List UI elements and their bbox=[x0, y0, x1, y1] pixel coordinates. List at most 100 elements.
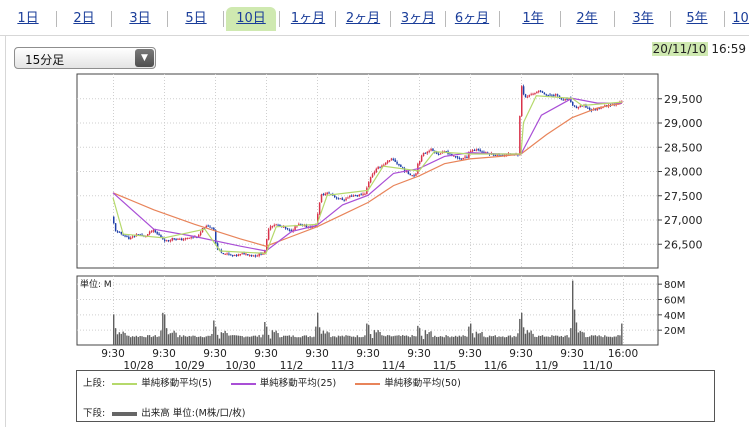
volume-bar bbox=[390, 336, 393, 345]
volume-bar bbox=[192, 335, 194, 345]
volume-bar bbox=[148, 335, 151, 345]
volume-bar bbox=[292, 335, 294, 345]
candle-body bbox=[290, 230, 293, 232]
volume-bar bbox=[573, 309, 576, 345]
volume-bar bbox=[407, 336, 410, 345]
tab-separator bbox=[335, 11, 336, 27]
volume-bar bbox=[135, 335, 138, 345]
volume-bar bbox=[547, 336, 549, 345]
volume-bar bbox=[249, 336, 251, 345]
tab-13[interactable]: 5年 bbox=[686, 11, 708, 26]
tab-4[interactable]: 5日 bbox=[185, 11, 207, 26]
candle-body bbox=[530, 94, 532, 96]
interval-select[interactable]: 15分足 ▼ bbox=[14, 47, 156, 69]
candle-body bbox=[256, 255, 259, 257]
candle-body bbox=[286, 228, 289, 230]
tab-6[interactable]: 1ヶ月 bbox=[290, 11, 326, 26]
tab-10[interactable]: 1年 bbox=[522, 11, 544, 26]
volume-bar bbox=[322, 330, 325, 345]
candle-body bbox=[411, 175, 413, 177]
candle-body bbox=[237, 254, 240, 256]
candle-body bbox=[224, 253, 226, 255]
volume-bar bbox=[443, 337, 445, 345]
candle-body bbox=[326, 192, 328, 195]
candle-body bbox=[373, 172, 376, 174]
legend-upper-row: 上段: 単純移動平均(5) 単純移動平均(25) 単純移動平均(50) bbox=[83, 375, 473, 389]
x-date-label: 11/3 bbox=[331, 360, 355, 372]
candle-body bbox=[345, 198, 347, 201]
candle-body bbox=[116, 231, 119, 233]
candle-body bbox=[415, 173, 417, 176]
x-time-label: 9:30 bbox=[356, 348, 380, 360]
volume-bar bbox=[606, 336, 608, 345]
x-date-label: 11/4 bbox=[382, 360, 406, 372]
volume-bar bbox=[524, 333, 527, 345]
tab-2[interactable]: 2日 bbox=[73, 11, 95, 26]
volume-bar bbox=[354, 337, 357, 345]
volume-bar bbox=[301, 336, 304, 345]
candle-body bbox=[156, 231, 158, 234]
candle-body bbox=[128, 236, 130, 240]
volume-bar bbox=[139, 336, 141, 345]
legend-swatch-volume bbox=[112, 411, 138, 416]
volume-bar bbox=[126, 335, 128, 345]
tab-11[interactable]: 2年 bbox=[576, 11, 598, 26]
candle-body bbox=[428, 150, 430, 152]
x-date-label: 10/28 bbox=[123, 360, 153, 372]
tab-3[interactable]: 3日 bbox=[129, 11, 151, 26]
volume-bar bbox=[422, 339, 425, 345]
volume-bar bbox=[379, 331, 381, 345]
volume-bar bbox=[386, 335, 389, 345]
volume-bar bbox=[341, 335, 343, 345]
candle-body bbox=[390, 158, 393, 160]
volume-bar bbox=[396, 335, 398, 345]
volume-bar bbox=[383, 335, 385, 345]
volume-bar bbox=[220, 332, 223, 345]
candle-body bbox=[439, 153, 442, 155]
volume-bar bbox=[177, 337, 179, 345]
candle-body bbox=[558, 95, 561, 98]
price-tick-label: 28,000 bbox=[664, 166, 703, 179]
volume-bar bbox=[128, 335, 130, 345]
tab-7[interactable]: 2ヶ月 bbox=[345, 11, 381, 26]
volume-bar bbox=[602, 337, 604, 345]
chevron-down-icon[interactable]: ▼ bbox=[135, 49, 154, 67]
tab-separator bbox=[56, 11, 57, 27]
tab-14[interactable]: 10年 bbox=[732, 11, 749, 26]
volume-bar bbox=[526, 330, 529, 345]
tab-12[interactable]: 3年 bbox=[632, 11, 654, 26]
volume-bar bbox=[575, 322, 578, 345]
x-time-label: 9:30 bbox=[203, 348, 227, 360]
volume-bar bbox=[594, 335, 597, 345]
tab-9[interactable]: 6ヶ月 bbox=[454, 11, 490, 26]
candle-body bbox=[426, 151, 429, 154]
candle-body bbox=[118, 231, 121, 233]
tab-8[interactable]: 3ヶ月 bbox=[400, 11, 436, 26]
volume-tick-label: 60M bbox=[664, 296, 685, 307]
volume-bar bbox=[454, 335, 457, 345]
candle-body bbox=[538, 90, 540, 92]
legend-swatch-ma50 bbox=[355, 382, 381, 385]
volume-bar bbox=[483, 336, 485, 345]
volume-bar bbox=[188, 335, 190, 345]
volume-bar bbox=[534, 336, 536, 345]
volume-bar bbox=[305, 335, 308, 345]
volume-bar bbox=[288, 335, 291, 345]
candle-body bbox=[233, 254, 236, 256]
volume-bar bbox=[239, 335, 241, 345]
volume-bar bbox=[530, 330, 532, 345]
tab-5[interactable]: 10日 bbox=[226, 7, 276, 31]
volume-bar bbox=[137, 336, 139, 345]
volume-bar bbox=[592, 335, 595, 345]
volume-bar bbox=[241, 336, 243, 345]
tab-1[interactable]: 1日 bbox=[17, 11, 39, 26]
volume-bar bbox=[432, 336, 434, 345]
x-time-label: 9:30 bbox=[152, 348, 176, 360]
volume-bar bbox=[394, 335, 396, 345]
candle-body bbox=[169, 240, 172, 242]
candle-body bbox=[383, 164, 385, 166]
candle-body bbox=[598, 107, 600, 109]
volume-bar bbox=[232, 335, 234, 345]
tab-separator bbox=[223, 11, 224, 27]
